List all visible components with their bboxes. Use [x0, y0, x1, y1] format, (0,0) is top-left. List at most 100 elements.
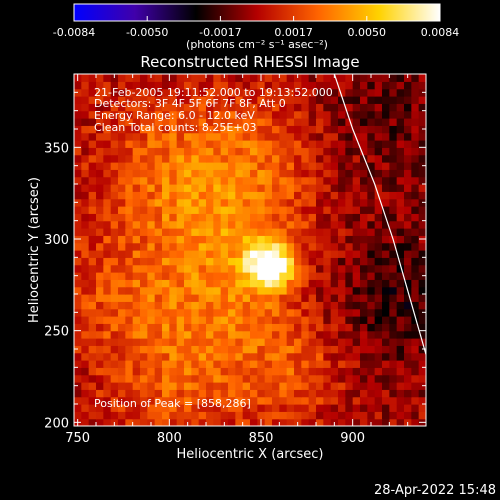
heatmap-cell — [286, 154, 295, 163]
heatmap-cell — [389, 242, 398, 251]
heatmap-cell — [88, 360, 97, 368]
heatmap-cell — [338, 323, 346, 332]
heatmap-cell — [125, 132, 134, 141]
heatmap-cell — [323, 389, 332, 398]
heatmap-cell — [169, 374, 178, 383]
heatmap-cell — [96, 360, 104, 368]
heatmap-cell — [250, 220, 258, 229]
heatmap-cell — [323, 125, 332, 134]
heatmap-cell — [272, 345, 280, 354]
heatmap-cell — [184, 81, 192, 90]
heatmap-cell — [389, 147, 398, 156]
heatmap-cell — [308, 389, 317, 398]
heatmap-cell — [228, 389, 236, 398]
heatmap-cell — [264, 345, 273, 354]
heatmap-cell — [147, 154, 156, 163]
heatmap-cell — [118, 220, 126, 229]
heatmap-cell — [257, 220, 266, 229]
heatmap-cell — [235, 228, 244, 236]
heatmap-cell — [345, 176, 354, 185]
heatmap-cell — [294, 316, 302, 324]
heatmap-cell — [338, 154, 346, 163]
heatmap-cell — [103, 118, 112, 126]
heatmap-cell — [125, 88, 134, 97]
heatmap-cell — [250, 235, 258, 244]
heatmap-cell — [103, 389, 112, 398]
heatmap-cell — [118, 154, 126, 163]
heatmap-cell — [242, 308, 251, 317]
heatmap-cell — [176, 352, 185, 361]
heatmap-cell — [272, 360, 280, 368]
heatmap-cell — [286, 198, 295, 207]
heatmap-cell — [154, 374, 163, 383]
heatmap-cell — [279, 81, 288, 90]
heatmap-cell — [162, 169, 170, 178]
heatmap-cell — [81, 396, 90, 405]
heatmap-cell — [286, 411, 295, 420]
colorbar: -0.0084 -0.0050 -0.0017 0.0017 0.0050 0.0084 … — [53, 3, 459, 51]
heatmap-cell — [396, 154, 405, 163]
heatmap-cell — [330, 316, 339, 324]
heatmap-cell — [352, 213, 361, 222]
heatmap-cell — [140, 330, 148, 339]
heatmap-cell — [184, 360, 192, 368]
heatmap-cell — [250, 103, 258, 112]
heatmap-cell — [279, 345, 288, 354]
heatmap-cell — [374, 125, 383, 134]
heatmap-cell — [360, 301, 368, 310]
heatmap-cell — [242, 162, 251, 170]
heatmap-cell — [330, 301, 339, 310]
heatmap-cell — [367, 316, 376, 324]
heatmap-cell — [235, 286, 244, 295]
heatmap-cell — [118, 374, 126, 383]
heatmap-cell — [220, 125, 229, 134]
heatmap-cell — [176, 404, 185, 412]
heatmap-cell — [191, 147, 200, 156]
heatmap-cell — [81, 301, 90, 310]
heatmap-cell — [110, 81, 119, 90]
heatmap-cell — [352, 301, 361, 310]
heatmap-cell — [213, 169, 222, 178]
heatmap-cell — [242, 176, 251, 185]
heatmap-cell — [235, 198, 244, 207]
heatmap-cell — [74, 96, 82, 104]
heatmap-cell — [352, 330, 361, 339]
heatmap-cell — [345, 250, 354, 258]
heatmap-cell — [338, 374, 346, 383]
heatmap-cell — [169, 228, 178, 236]
heatmap-cell — [220, 330, 229, 339]
x-tick-label: 900 — [340, 431, 365, 446]
heatmap-cell — [206, 125, 214, 134]
heatmap-cell — [257, 228, 266, 236]
heatmap-cell — [411, 228, 420, 236]
heatmap-cell — [110, 235, 119, 244]
heatmap-cell — [360, 396, 368, 405]
heatmap-cell — [103, 103, 112, 112]
heatmap-cell — [198, 360, 207, 368]
heatmap-cell — [81, 88, 90, 97]
heatmap-cell — [206, 272, 214, 280]
heatmap-cell — [169, 103, 178, 112]
heatmap-cell — [250, 404, 258, 412]
heatmap-cell — [125, 367, 134, 376]
heatmap-cell — [345, 418, 354, 426]
heatmap-cell — [110, 88, 119, 97]
heatmap-cell — [360, 110, 368, 119]
heatmap-cell — [272, 382, 280, 390]
heatmap-cell — [323, 110, 332, 119]
heatmap-cell — [228, 154, 236, 163]
heatmap-cell — [198, 411, 207, 420]
heatmap-cell — [235, 279, 244, 288]
heatmap-cell — [191, 74, 200, 82]
heatmap-cell — [242, 382, 251, 390]
heatmap-cell — [125, 250, 134, 258]
heatmap-cell — [140, 352, 148, 361]
heatmap-cell — [345, 103, 354, 112]
heatmap-cell — [96, 404, 104, 412]
heatmap-cell — [198, 228, 207, 236]
heatmap-cell — [323, 250, 332, 258]
heatmap-cell — [279, 206, 288, 214]
heatmap-cell — [294, 235, 302, 244]
heatmap-cell — [301, 396, 310, 405]
heatmap-cell — [294, 257, 302, 266]
